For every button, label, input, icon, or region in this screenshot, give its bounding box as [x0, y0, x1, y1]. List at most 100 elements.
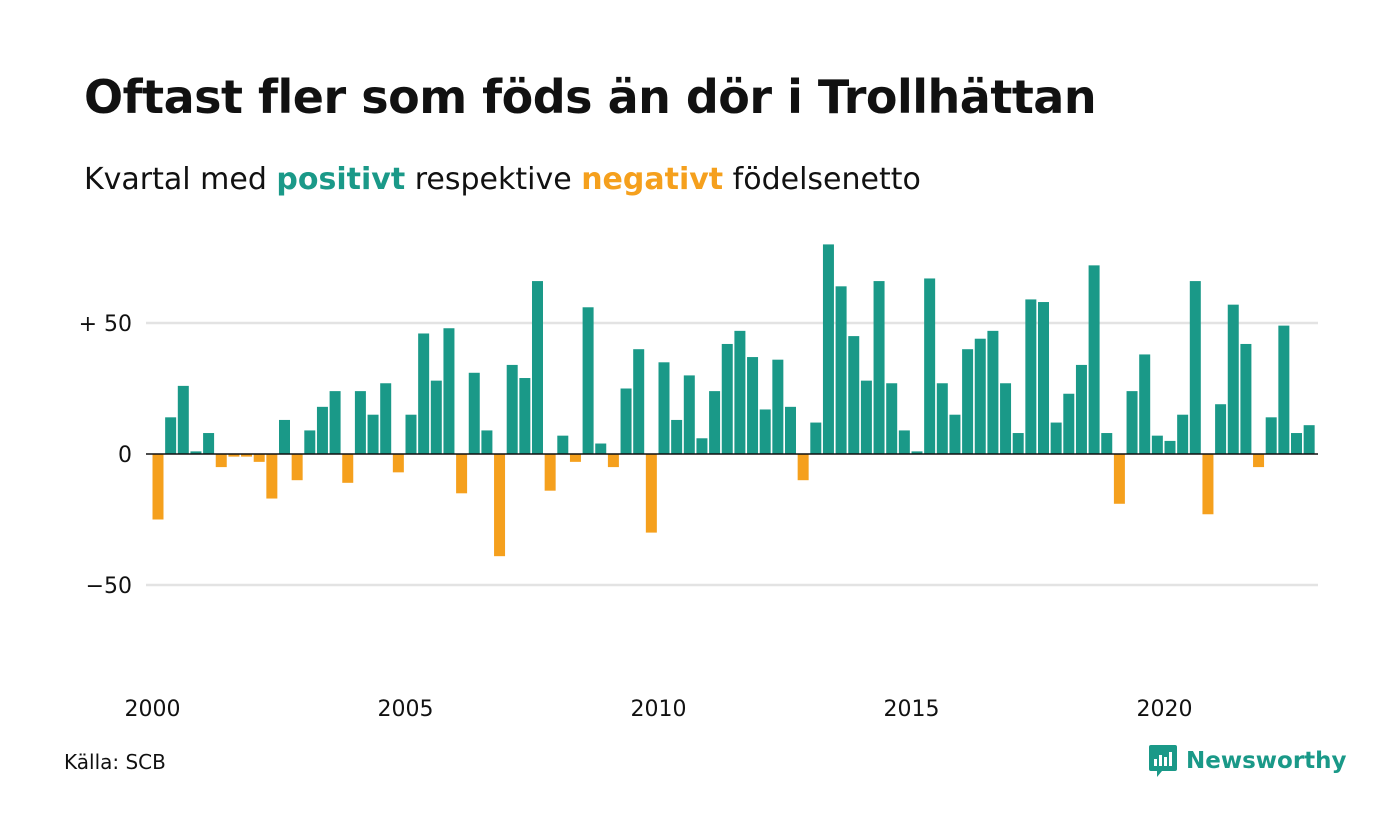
bar-positive — [519, 378, 531, 454]
x-tick-label: 2005 — [378, 697, 434, 722]
gridlines — [146, 321, 1318, 587]
bar-negative — [215, 454, 227, 468]
bar-positive — [405, 414, 417, 454]
subtitle-negative: negativt — [581, 162, 724, 197]
bar-positive — [203, 433, 215, 454]
bar-positive — [418, 333, 430, 454]
bar-positive — [822, 244, 834, 454]
bar-positive — [468, 372, 480, 454]
axes: + 50 0 −50 2000 2005 2010 2015 2020 — [79, 312, 1318, 722]
bar-positive — [848, 336, 860, 454]
bar-positive — [759, 409, 771, 454]
bar-positive — [532, 281, 543, 454]
bar-positive — [949, 414, 961, 454]
bar-positive — [1240, 343, 1252, 454]
bar-positive — [582, 307, 594, 454]
bar-negative — [241, 454, 253, 457]
bar-positive — [329, 391, 341, 454]
bar-negative — [392, 454, 404, 473]
bar-negative — [291, 454, 303, 481]
x-tick-label: 2000 — [125, 697, 181, 722]
bar-positive — [1265, 417, 1277, 454]
bar-positive — [974, 338, 986, 454]
bar-negative — [266, 454, 278, 499]
bar-positive — [1215, 404, 1227, 454]
y-tick-label: 0 — [118, 443, 132, 468]
bar-negative — [544, 454, 556, 491]
bar-positive — [279, 419, 290, 454]
bar-positive — [1088, 265, 1100, 454]
bar-positive — [633, 349, 645, 454]
bar-positive — [962, 349, 974, 454]
bar-positive — [1038, 302, 1049, 454]
bar-negative — [569, 454, 581, 462]
bar-positive — [367, 414, 379, 454]
bar-positive — [747, 357, 759, 454]
bar-positive — [1189, 281, 1201, 454]
bar-positive — [1164, 440, 1176, 454]
bar-negative — [1202, 454, 1214, 515]
bar-positive — [785, 406, 796, 454]
bar-positive — [886, 383, 898, 454]
bar-positive — [1075, 364, 1087, 454]
bar-negative — [342, 454, 354, 483]
bar-positive — [772, 359, 784, 454]
bar-positive — [354, 391, 366, 454]
bar-positive — [1012, 433, 1024, 454]
bar-positive — [620, 388, 632, 454]
bar-positive — [380, 383, 392, 454]
chart-subtitle: Kvartal med positivt respektive negativt… — [84, 162, 921, 197]
bar-positive — [443, 328, 455, 454]
bar-positive — [936, 383, 948, 454]
bar-positive — [1101, 433, 1113, 454]
bar-positive — [316, 406, 328, 454]
subtitle-middle: respektive — [405, 162, 582, 197]
brand-logo: Newsworthy — [1148, 744, 1347, 778]
bar-positive — [1025, 299, 1037, 454]
bar-positive — [177, 385, 189, 454]
bar-negative — [1113, 454, 1125, 504]
bar-positive — [1227, 304, 1239, 454]
bar-positive — [1151, 435, 1163, 454]
bar-positive — [1000, 383, 1012, 454]
bar-positive — [165, 417, 177, 454]
chart-title: Oftast fler som föds än dör i Trollhätta… — [84, 70, 1097, 124]
bar-positive — [898, 430, 910, 454]
bar-positive — [924, 278, 936, 454]
bar-positive — [734, 330, 746, 454]
subtitle-prefix: Kvartal med — [84, 162, 277, 197]
bar-positive — [683, 375, 695, 454]
subtitle-positive: positivt — [276, 162, 406, 197]
bar-positive — [1063, 393, 1075, 454]
bar-positive — [304, 430, 316, 454]
bar-positive — [557, 435, 569, 454]
bar-positive — [860, 380, 872, 454]
bar-positive — [1177, 414, 1189, 454]
bar-positive — [671, 419, 683, 454]
bar-positive — [658, 362, 670, 454]
bar-positive — [506, 364, 518, 454]
bar-positive — [1303, 425, 1315, 454]
bar-positive — [1291, 433, 1302, 454]
x-tick-label: 2010 — [631, 697, 687, 722]
bar-positive — [595, 443, 607, 454]
bar-negative — [494, 454, 506, 557]
bar-positive — [911, 451, 923, 454]
bar-negative — [607, 454, 619, 468]
bar-positive — [190, 451, 202, 454]
source-note: Källa: SCB — [64, 750, 166, 774]
bar-positive — [721, 343, 733, 454]
bar-positive — [1278, 325, 1290, 454]
bar-negative — [253, 454, 265, 462]
brand-name: Newsworthy — [1186, 748, 1347, 774]
bar-positive — [430, 380, 442, 454]
bar-positive — [709, 391, 721, 454]
bar-positive — [810, 422, 822, 454]
bar-positive — [481, 430, 493, 454]
bar-positive — [696, 438, 708, 454]
bar-negative — [456, 454, 468, 494]
bar-positive — [873, 281, 885, 454]
y-tick-label: + 50 — [79, 312, 132, 337]
bar-negative — [797, 454, 809, 481]
bar-positive — [835, 286, 847, 454]
